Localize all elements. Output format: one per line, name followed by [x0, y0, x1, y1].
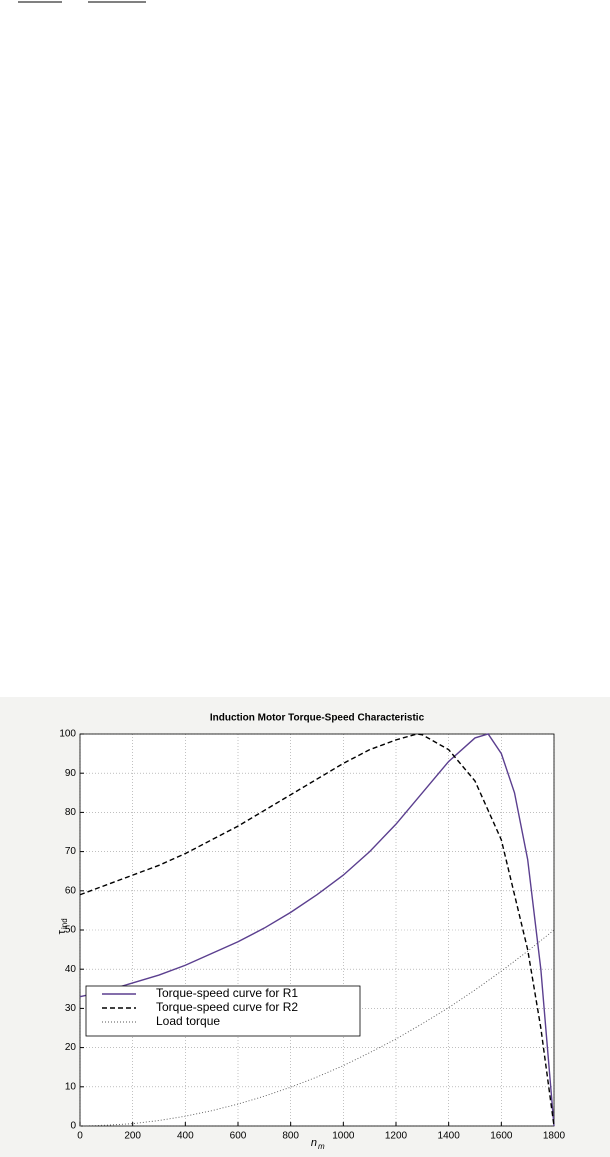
x-axis-label: n	[311, 1137, 317, 1149]
y-axis-label: τ	[56, 929, 68, 934]
y-tick-label: 40	[65, 964, 77, 975]
x-axis-label-sub: m	[318, 1142, 325, 1151]
x-tick-label: 800	[282, 1131, 299, 1142]
y-tick-label: 60	[65, 885, 77, 896]
y-tick-label: 10	[65, 1081, 77, 1092]
legend-label: Torque-speed curve for R2	[156, 1000, 298, 1014]
x-tick-label: 400	[177, 1131, 194, 1142]
x-tick-label: 1400	[438, 1131, 461, 1142]
y-tick-label: 20	[65, 1042, 77, 1053]
plot-border	[79, 733, 555, 1127]
x-tick-label: 1600	[490, 1131, 513, 1142]
x-tick-label: 600	[230, 1131, 247, 1142]
chart-title: Induction Motor Torque-Speed Characteris…	[210, 713, 425, 724]
y-tick-label: 100	[59, 729, 76, 740]
legend-label: Torque-speed curve for R1	[156, 986, 298, 1000]
legend-label: Load torque	[156, 1014, 220, 1028]
x-tick-label: 1800	[543, 1131, 566, 1142]
chart: Induction Motor Torque-Speed Characteris…	[0, 697, 610, 1157]
y-tick-label: 80	[65, 807, 77, 818]
y-tick-label: 70	[65, 846, 77, 857]
y-tick-label: 30	[65, 1003, 77, 1014]
x-tick-label: 0	[77, 1131, 83, 1142]
line-series	[79, 733, 555, 1127]
y-tick-label: 90	[65, 768, 77, 779]
y-axis-label-sub: ind	[60, 918, 69, 929]
x-tick-label: 200	[124, 1131, 141, 1142]
y-tick-label: 50	[65, 925, 77, 936]
header-decoration	[18, 1, 146, 3]
x-tick-label: 1200	[385, 1131, 408, 1142]
y-axis-label-group: τ ind	[56, 918, 69, 934]
y-tick-label: 0	[70, 1121, 76, 1132]
line-series	[79, 929, 555, 1127]
x-tick-label: 1000	[332, 1131, 355, 1142]
